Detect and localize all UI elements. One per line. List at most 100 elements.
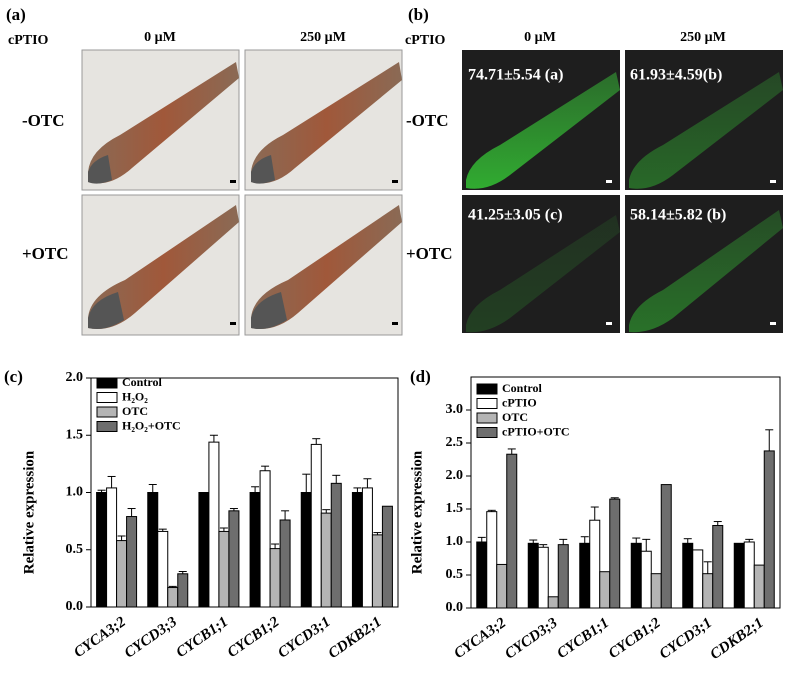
error-bar — [703, 561, 712, 574]
legend-swatch — [96, 392, 118, 403]
legend-label: cPTIO+OTC — [502, 424, 570, 438]
error-bar — [642, 538, 651, 552]
column-label: 0 μM — [144, 30, 176, 45]
root-tip — [251, 155, 275, 184]
row-label: -OTC — [22, 111, 65, 130]
error-bar — [261, 465, 270, 471]
error-bar — [312, 438, 321, 445]
bar — [702, 573, 714, 609]
measurement: 58.14±5.82 (b) — [630, 207, 726, 224]
scale-bar — [392, 322, 398, 325]
treatment-label: cPTIO — [8, 33, 49, 48]
bar — [630, 542, 642, 609]
bar — [753, 564, 765, 609]
root — [466, 72, 620, 189]
bar — [660, 484, 672, 609]
bar — [157, 530, 169, 608]
bar — [106, 487, 118, 608]
error-bar — [302, 473, 311, 493]
bar — [330, 482, 342, 608]
y-tick-label: 0.5 — [66, 542, 84, 557]
panel-label: (a) — [6, 5, 26, 24]
panel-label: (d) — [410, 367, 431, 386]
scale-bar — [606, 322, 612, 325]
root — [629, 210, 783, 333]
bar — [96, 492, 108, 608]
legend-swatch — [96, 377, 118, 389]
error-bar — [590, 506, 599, 521]
column-label: 250 μM — [680, 30, 726, 45]
bar — [486, 511, 498, 609]
error-bar — [168, 585, 177, 588]
legend-label: cPTIO — [502, 395, 537, 409]
bar — [208, 441, 220, 608]
legend-swatch — [476, 383, 498, 395]
error-bar — [477, 536, 486, 542]
row-label: -OTC — [406, 111, 449, 130]
bar — [320, 512, 332, 608]
bar — [147, 492, 159, 608]
bar — [712, 525, 724, 609]
bar — [640, 550, 652, 609]
legend-swatch — [476, 427, 498, 438]
bar — [682, 542, 694, 609]
x-tick-label: CYCB1;1 — [554, 615, 612, 662]
legend-swatch — [476, 412, 498, 424]
error-bar — [559, 538, 568, 545]
y-tick-label: 1.0 — [446, 534, 464, 549]
treatment-label: cPTIO — [405, 33, 446, 48]
root-tip — [88, 155, 112, 184]
error-bar — [271, 543, 280, 549]
error-bar — [610, 497, 619, 500]
legend-label: Control — [122, 375, 162, 389]
y-tick-label: 1.0 — [66, 485, 84, 500]
panel-label: (c) — [4, 367, 23, 386]
error-bar — [158, 528, 167, 532]
bar — [198, 492, 210, 608]
legend-label: H₂O₂ — [122, 389, 148, 403]
bar — [259, 470, 271, 608]
y-tick-label: 0.5 — [446, 567, 464, 582]
bar — [496, 563, 508, 609]
x-tick-label: CYCA3;2 — [451, 615, 509, 662]
x-tick-label: CYCB1;2 — [606, 615, 664, 662]
bar — [371, 534, 383, 608]
bar — [506, 453, 518, 609]
bar — [763, 450, 775, 609]
error-bar — [529, 539, 538, 544]
error-bar — [229, 508, 238, 511]
error-bar — [332, 474, 341, 484]
plot-frame — [90, 377, 399, 608]
legend-label: OTC — [502, 410, 528, 424]
root — [88, 205, 239, 329]
scale-bar — [606, 180, 612, 183]
error-bar — [209, 434, 218, 443]
x-tick-label: CYCD3;1 — [657, 615, 715, 663]
micrographs-b — [462, 50, 783, 333]
column-label: 0 μM — [524, 30, 556, 45]
bar — [589, 519, 601, 609]
bar — [177, 573, 189, 608]
plot-frame — [470, 376, 781, 609]
measurement: 41.25±3.05 (c) — [468, 207, 563, 224]
bar — [547, 596, 559, 609]
bar — [300, 492, 312, 608]
error-bar — [178, 571, 187, 574]
root — [466, 215, 620, 333]
y-axis-label: Relative expression — [409, 450, 425, 574]
bar — [167, 587, 179, 608]
bar — [228, 510, 240, 608]
row-label: +OTC — [406, 244, 453, 263]
error-bar — [127, 508, 136, 517]
root-tip — [88, 292, 124, 329]
error-bar — [632, 537, 641, 544]
error-bar — [507, 448, 516, 455]
error-bar — [117, 535, 126, 541]
root — [251, 205, 402, 329]
error-bar — [765, 429, 774, 451]
scale-bar — [230, 322, 236, 325]
error-bar — [281, 510, 290, 520]
bar — [351, 492, 363, 608]
bar — [733, 542, 745, 609]
